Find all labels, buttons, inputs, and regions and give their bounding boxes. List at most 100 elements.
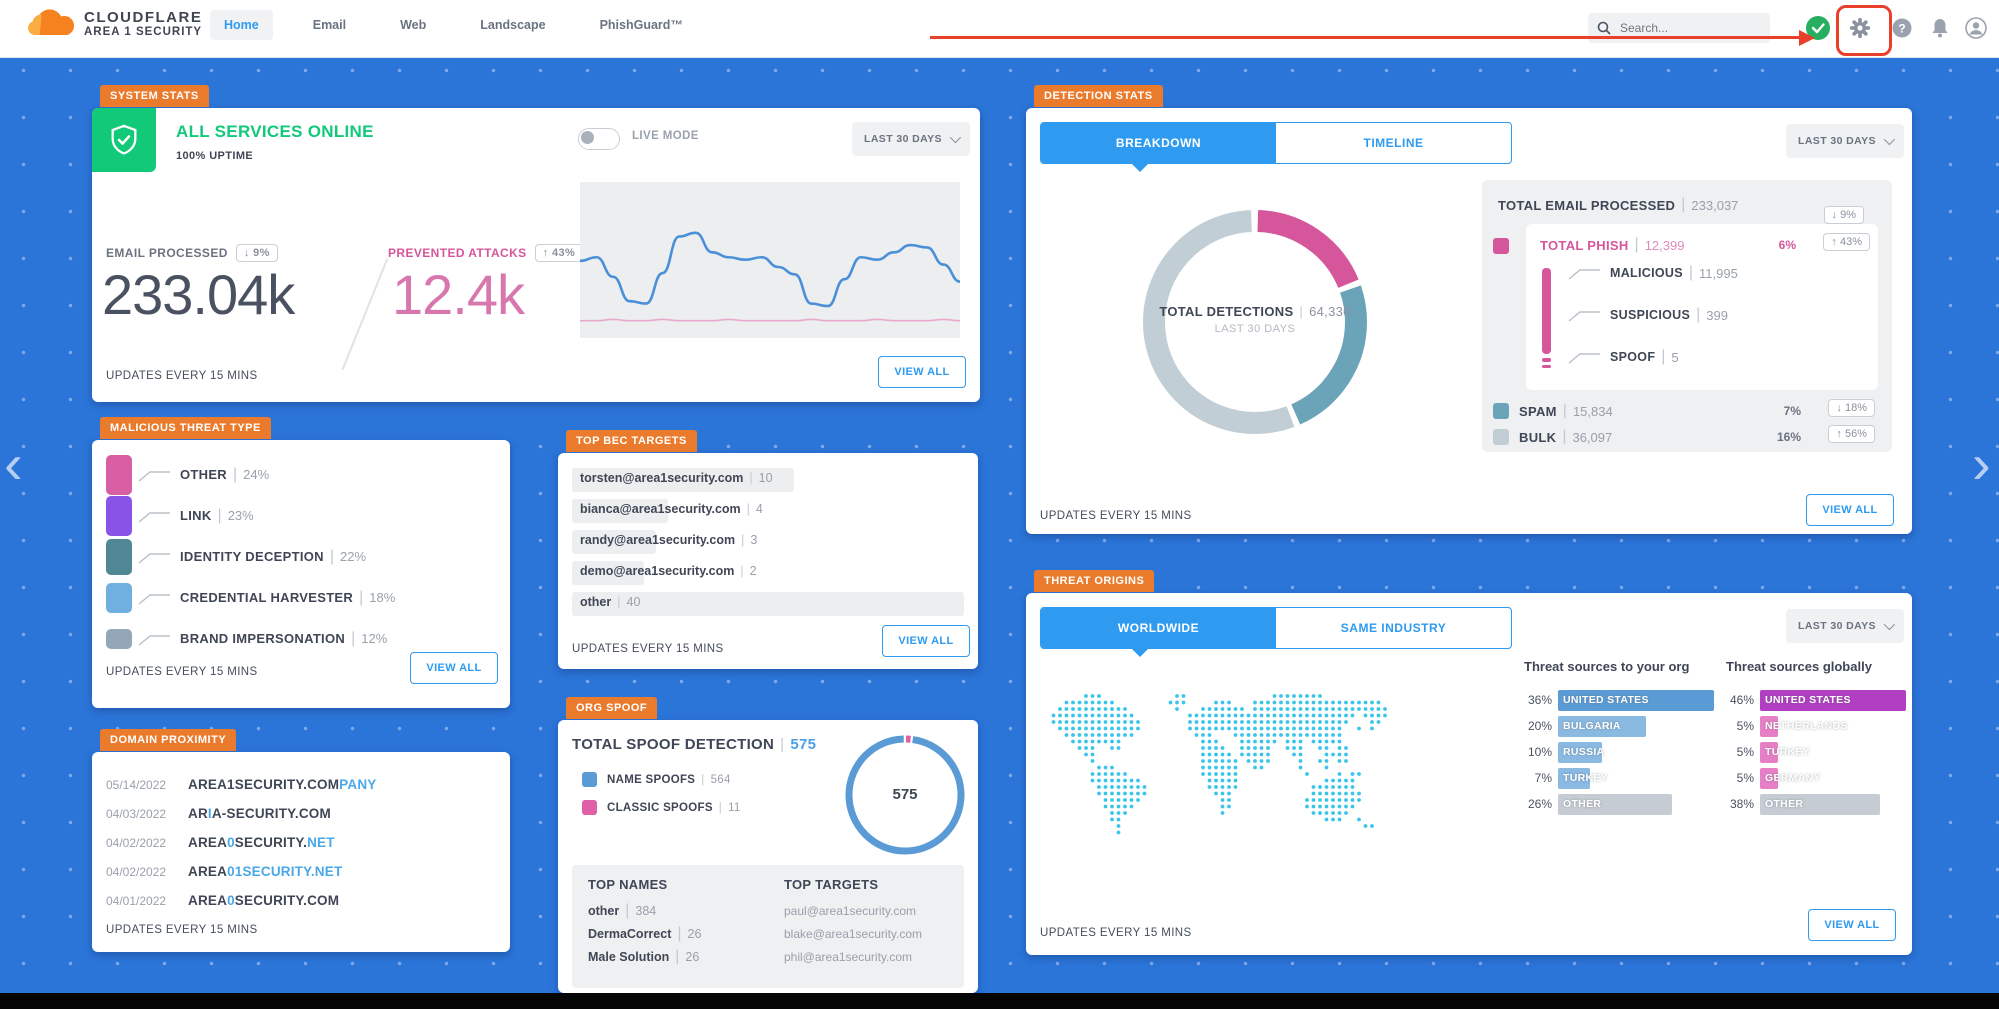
top-navigation: CLOUDFLARE AREA 1 SECURITY Home Email We… xyxy=(0,0,1999,58)
map-dot xyxy=(1383,707,1387,711)
tab-same-industry[interactable]: SAME INDUSTRY xyxy=(1340,621,1447,635)
annotation-highlight-box xyxy=(1836,5,1892,56)
view-all-button[interactable]: VIEW ALL xyxy=(410,652,498,684)
view-all-button[interactable]: VIEW ALL xyxy=(1808,909,1896,941)
bec-target-count: 2 xyxy=(749,564,757,578)
domain-date: 04/02/2022 xyxy=(106,835,167,850)
map-dot xyxy=(1064,713,1069,718)
map-dot xyxy=(1194,720,1199,724)
detection-stats-tag: DETECTION STATS xyxy=(1034,85,1163,107)
map-dot xyxy=(1233,707,1238,711)
tab-breakdown[interactable]: BREAKDOWN xyxy=(1041,123,1276,163)
view-all-button[interactable]: VIEW ALL xyxy=(1806,494,1894,526)
page-next-arrow[interactable]: › xyxy=(1972,432,1991,495)
search-input[interactable] xyxy=(1618,20,1762,36)
view-all-button[interactable]: VIEW ALL xyxy=(878,356,966,388)
map-dot xyxy=(1077,720,1082,724)
toggle-knob xyxy=(581,131,594,144)
bec-target-email: demo@area1security.com xyxy=(580,564,735,578)
map-dot xyxy=(1324,746,1329,750)
range-selector[interactable]: LAST 30 DAYS xyxy=(1786,609,1904,643)
tab-worldwide[interactable]: WORLDWIDE xyxy=(1041,608,1276,648)
chevron-down-icon xyxy=(949,131,962,144)
map-dot xyxy=(1188,713,1192,718)
settings-gear-button[interactable] xyxy=(1846,14,1874,42)
tab-timeline[interactable]: TIMELINE xyxy=(1363,136,1424,150)
nav-tab-phishguard[interactable]: PhishGuard™ xyxy=(599,18,683,32)
map-dot xyxy=(1285,700,1290,705)
threat-type-label: OTHER xyxy=(180,467,227,482)
brand-logo[interactable]: CLOUDFLARE AREA 1 SECURITY xyxy=(26,8,202,40)
map-dot xyxy=(1058,713,1062,718)
annotation-arrow-line xyxy=(930,36,1802,39)
shield-check-icon xyxy=(111,124,137,155)
map-dot xyxy=(1201,733,1205,737)
map-dot xyxy=(1331,726,1335,731)
map-dot xyxy=(1103,707,1108,711)
map-dot xyxy=(1337,752,1342,757)
threat-type-chip-cell xyxy=(106,538,132,575)
map-dot xyxy=(1272,694,1277,698)
map-dot xyxy=(1370,700,1374,705)
map-dot xyxy=(1318,694,1322,698)
map-dot xyxy=(1201,752,1205,757)
map-dot xyxy=(1331,700,1335,705)
nav-tab-email[interactable]: Email xyxy=(312,18,347,32)
help-button[interactable]: ? xyxy=(1888,14,1916,42)
top-name-row: other | 384 xyxy=(588,899,701,922)
map-dot xyxy=(1220,791,1225,796)
map-dot xyxy=(1214,707,1218,711)
map-dot xyxy=(1110,713,1114,718)
map-dot xyxy=(1298,765,1303,770)
map-dot xyxy=(1227,785,1231,789)
map-dot xyxy=(1266,707,1270,711)
map-dot xyxy=(1142,791,1147,796)
phish-child-row: SPOOF | 5 xyxy=(1562,348,1679,366)
threat-type-row: IDENTITY DECEPTION | 22% xyxy=(106,536,496,577)
notifications-button[interactable] xyxy=(1926,14,1954,42)
map-dot xyxy=(1227,752,1231,757)
map-dot xyxy=(1220,759,1225,763)
map-dot xyxy=(1110,772,1114,776)
domain-segment: PANY xyxy=(339,777,377,792)
range-selector[interactable]: LAST 30 DAYS xyxy=(1786,124,1904,158)
range-selector[interactable]: LAST 30 DAYS xyxy=(852,122,970,156)
map-dot xyxy=(1350,713,1355,718)
map-dot xyxy=(1194,733,1199,737)
map-dot xyxy=(1201,707,1205,711)
total-email-label: TOTAL EMAIL PROCESSED xyxy=(1498,197,1676,213)
phish-spoof-bar xyxy=(1542,365,1551,368)
map-dot xyxy=(1279,733,1283,737)
threat-source-pct: 26% xyxy=(1527,797,1552,811)
bec-target-email: other xyxy=(580,595,612,609)
page-prev-arrow[interactable]: ‹ xyxy=(4,432,23,495)
map-dot xyxy=(1376,713,1381,718)
map-dot xyxy=(1344,759,1348,763)
map-dot xyxy=(1246,726,1251,731)
map-dot xyxy=(1350,700,1355,705)
domain-segment: AREA xyxy=(188,864,228,879)
map-dot xyxy=(1064,733,1069,737)
total-phish-color-chip xyxy=(1493,238,1509,254)
nav-tab-web[interactable]: Web xyxy=(400,18,427,32)
map-dot xyxy=(1071,739,1075,744)
map-dot xyxy=(1266,746,1270,750)
map-dot xyxy=(1097,726,1101,731)
bec-count-bar xyxy=(572,468,794,492)
view-all-button[interactable]: VIEW ALL xyxy=(882,625,970,657)
map-dot xyxy=(1116,830,1121,835)
map-dot xyxy=(1318,791,1322,796)
map-dot xyxy=(1318,759,1322,763)
separator: | xyxy=(741,533,745,547)
total-spoof-title: TOTAL SPOOF DETECTION | 575 xyxy=(572,736,817,753)
separator: | xyxy=(359,588,364,606)
nav-tab-landscape[interactable]: Landscape xyxy=(480,18,546,32)
threat-type-pct: 24% xyxy=(243,467,270,482)
map-dot xyxy=(1214,785,1218,789)
map-dot xyxy=(1110,778,1114,783)
map-dot xyxy=(1071,713,1075,718)
map-dot xyxy=(1201,726,1205,731)
live-mode-toggle[interactable] xyxy=(578,128,620,150)
account-button[interactable] xyxy=(1962,14,1990,42)
nav-tab-home[interactable]: Home xyxy=(210,10,273,40)
